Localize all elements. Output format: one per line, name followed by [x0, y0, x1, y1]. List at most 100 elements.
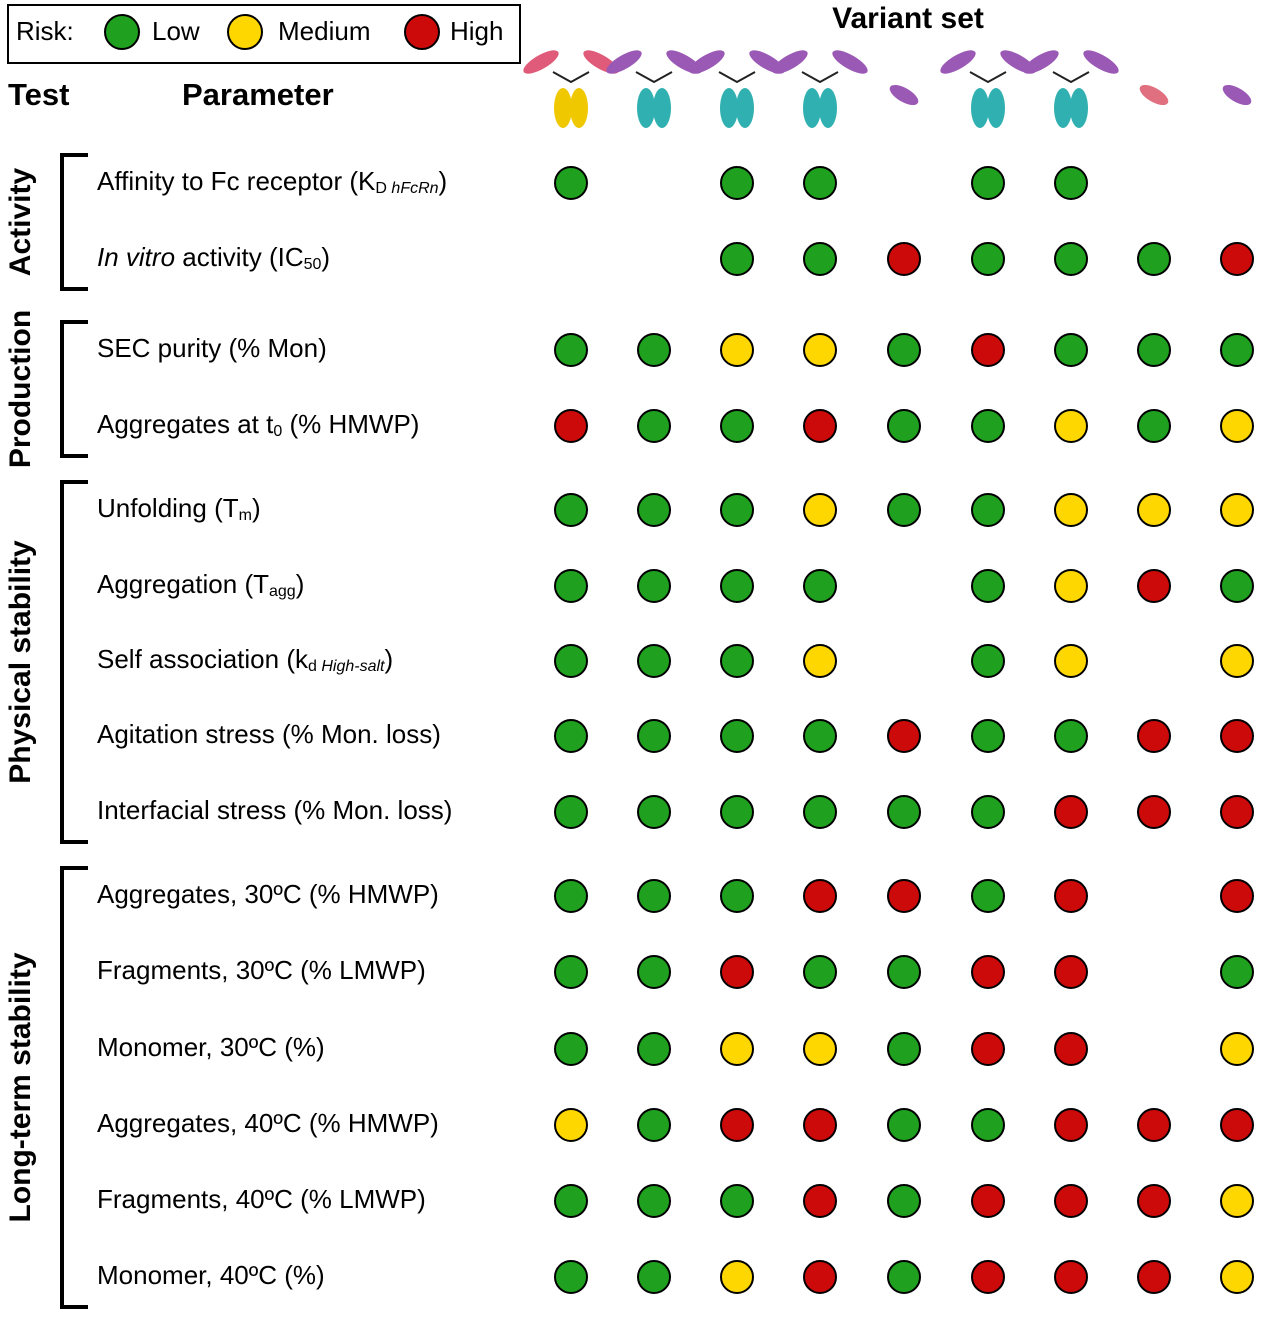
icon-part: [1139, 84, 1169, 106]
risk-dot: [1220, 644, 1254, 678]
icon-part: [718, 71, 756, 84]
parameter-text: Fragments, 40ºC (% LMWP): [97, 1184, 426, 1214]
parameter-label: SEC purity (% Mon): [97, 333, 327, 363]
parameter-label: Interfacial stress (% Mon. loss): [97, 795, 452, 825]
parameter-label: Aggregates at t0 (% HMWP): [97, 409, 419, 440]
parameter-text: High-salt: [317, 658, 385, 675]
risk-dot: [1137, 493, 1171, 527]
risk-dot: [1137, 719, 1171, 753]
parameter-label: Aggregates, 30ºC (% HMWP): [97, 879, 439, 909]
risk-dot: [1220, 1184, 1254, 1218]
parameter-header: Parameter: [182, 77, 334, 112]
parameter-text: ): [384, 644, 393, 674]
risk-dot: [1137, 1108, 1171, 1142]
risk-dot: [637, 644, 671, 678]
parameter-label: Agitation stress (% Mon. loss): [97, 719, 441, 749]
icon-part: [889, 84, 919, 106]
risk-dot: [554, 166, 588, 200]
parameter-label: Aggregation (Tagg): [97, 569, 304, 600]
risk-dot: [887, 955, 921, 989]
risk-dot: [1054, 719, 1088, 753]
risk-dot: [1137, 1260, 1171, 1294]
risk-dot: [971, 719, 1005, 753]
risk-dot: [803, 644, 837, 678]
risk-dot: [803, 1260, 837, 1294]
parameter-text: Monomer, 40ºC (%): [97, 1260, 325, 1290]
icon-part: [570, 88, 588, 128]
risk-dot: [554, 1260, 588, 1294]
risk-dot: [803, 409, 837, 443]
risk-dot: [554, 333, 588, 367]
parameter-text: 0: [273, 423, 282, 440]
legend-entry: Medium: [278, 16, 370, 46]
parameter-text: m: [239, 507, 252, 524]
risk-dot: [803, 166, 837, 200]
risk-dot: [1054, 166, 1088, 200]
risk-dot: [887, 493, 921, 527]
legend-entry: Low: [152, 16, 200, 46]
risk-dot: [554, 1184, 588, 1218]
risk-dot: [803, 795, 837, 829]
risk-dot: [1137, 1184, 1171, 1218]
risk-dot: [803, 719, 837, 753]
icon-part: [653, 88, 671, 128]
parameter-text: d: [308, 658, 317, 675]
icon-part: [772, 50, 808, 74]
icon-part: [1052, 71, 1090, 84]
risk-dot: [1220, 333, 1254, 367]
icon-part: [1054, 88, 1072, 128]
parameter-text: ): [321, 242, 330, 272]
risk-dot: [971, 333, 1005, 367]
risk-dot: [1054, 242, 1088, 276]
parameter-label: Monomer, 30ºC (%): [97, 1032, 325, 1062]
legend-box: [7, 4, 521, 64]
icon-part: [1222, 84, 1252, 106]
parameter-label: Aggregates, 40ºC (% HMWP): [97, 1108, 439, 1138]
risk-dot: [637, 409, 671, 443]
variant-icon: [689, 50, 785, 128]
risk-dot: [1054, 955, 1088, 989]
risk-dot: [1220, 955, 1254, 989]
icon-part: [801, 71, 839, 84]
legend-swatch: [404, 14, 440, 50]
risk-dot: [720, 879, 754, 913]
variant-icon: [1139, 84, 1169, 106]
risk-dot: [971, 242, 1005, 276]
group-bracket: [60, 153, 88, 291]
risk-dot: [971, 879, 1005, 913]
risk-dot: [1137, 795, 1171, 829]
risk-dot: [1220, 493, 1254, 527]
risk-dot: [1220, 1032, 1254, 1066]
risk-dot: [803, 1108, 837, 1142]
risk-dot: [720, 166, 754, 200]
risk-dot: [887, 795, 921, 829]
risk-dot: [1220, 795, 1254, 829]
risk-dot: [1220, 1260, 1254, 1294]
parameter-text: Monomer, 30ºC (%): [97, 1032, 325, 1062]
risk-dot: [554, 569, 588, 603]
risk-dot: [971, 1260, 1005, 1294]
parameter-text: ): [296, 569, 305, 599]
group-bracket: [60, 480, 88, 844]
risk-dot: [803, 493, 837, 527]
icon-part: [940, 50, 976, 74]
risk-dot: [637, 879, 671, 913]
risk-dot: [887, 1108, 921, 1142]
risk-dot: [887, 1260, 921, 1294]
risk-dot: [1054, 795, 1088, 829]
parameter-label: Affinity to Fc receptor (KD hFcRn): [97, 166, 447, 197]
icon-part: [1083, 50, 1119, 74]
risk-dot: [971, 409, 1005, 443]
legend-label: Risk:: [16, 16, 74, 46]
risk-dot: [803, 879, 837, 913]
risk-dot: [637, 795, 671, 829]
icon-part: [635, 71, 673, 84]
variant-icon: [1023, 50, 1119, 128]
icon-part: [803, 88, 821, 128]
icon-part: [736, 88, 754, 128]
parameter-text: hFcRn: [387, 180, 439, 197]
risk-dot: [554, 1032, 588, 1066]
icon-part: [971, 88, 989, 128]
